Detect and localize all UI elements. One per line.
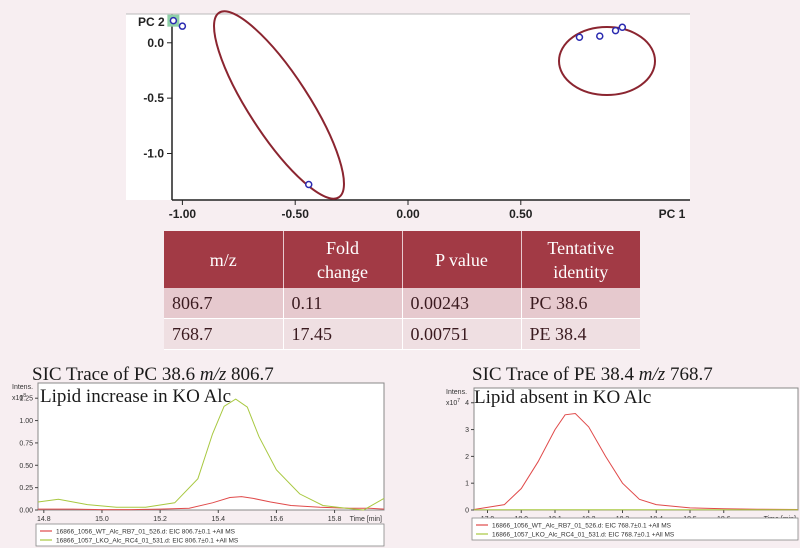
sic-y-tick-label: 1 xyxy=(465,481,469,488)
cell-identity: PE 38.4 xyxy=(521,318,640,350)
sic-y-tick-label: 1.00 xyxy=(19,418,33,425)
header-fold-change: Fold change xyxy=(283,231,403,288)
pca-point xyxy=(304,180,313,189)
sic-y-tick-label: 0.25 xyxy=(19,485,33,492)
sic-series-line xyxy=(38,496,385,511)
sic-legend-box xyxy=(35,523,385,547)
sic1-title-value: 806.7 xyxy=(226,364,274,385)
sic1-chart: Intens. x108 0.00 0.25 0.50 0.75 1.00 1.25 14.8 1… xyxy=(12,382,385,547)
pca-group1-ellipse xyxy=(213,10,345,200)
sic-y-exponent-power: 8 xyxy=(23,393,26,399)
sic2-title-value: 768.7 xyxy=(665,364,713,385)
cell-identity: PC 38.6 xyxy=(521,288,640,319)
pca-point xyxy=(611,26,620,35)
header-tentative-identity: Tentative identity xyxy=(521,231,640,288)
sic-legend-entry: 16866_1057_LKO_Alc_RC4_01_531.d: EIC 768… xyxy=(492,532,675,539)
pca-y-axis-label: PC 2 xyxy=(138,15,165,29)
sic-x-tick-label: 15.2 xyxy=(153,516,167,523)
sic-y-axis-label: Intens. xyxy=(12,384,33,391)
sic-x-tick-label: 15.6 xyxy=(270,516,284,523)
pca-points xyxy=(167,14,627,189)
pca-x-tick-label: 0.00 xyxy=(396,207,420,221)
pca-x-axis-label: PC 1 xyxy=(659,207,686,221)
sic-plot-frame xyxy=(37,382,385,511)
sic-y-tick-label: 3 xyxy=(465,427,469,434)
table-header-row: m/z Fold change P value Tentative identity xyxy=(164,231,640,288)
sic-legend-entry: 16866_1057_LKO_Alc_RC4_01_531.d: EIC 806… xyxy=(56,538,239,545)
sic-y-exponent: x108 xyxy=(12,393,26,402)
sic-x-tick-label: 15.8 xyxy=(328,516,342,523)
sic-y-tick-label: 0.50 xyxy=(19,463,33,470)
pca-point xyxy=(575,33,584,41)
header-identity-line1: Tentative xyxy=(547,237,615,258)
cell-p-value: 0.00751 xyxy=(402,318,522,350)
sic2-title: SIC Trace of PE 38.4 m/z 768.7 xyxy=(472,364,713,386)
header-fold-line1: Fold xyxy=(325,237,359,258)
sic-legend: 16866_1056_WT_Alc_RB7_01_526.d: EIC 768.… xyxy=(471,517,799,541)
sic-y-exponent-base: x10 xyxy=(446,400,457,407)
sic-x-tick-label: 15.4 xyxy=(211,516,225,523)
sic-series-line xyxy=(473,412,799,510)
lipid-table: m/z Fold change P value Tentative identity… xyxy=(164,231,640,350)
pca-x-tick-label: -0.50 xyxy=(282,207,310,221)
pca-point xyxy=(178,22,187,30)
cell-mz: 806.7 xyxy=(164,288,284,319)
pca-frame xyxy=(126,14,690,200)
sic-x-tick-label: 14.8 xyxy=(37,516,51,523)
pca-y-tick-label: -1.0 xyxy=(143,147,164,161)
sic1-title-mz: m/z xyxy=(199,364,227,385)
header-fold-line2: change xyxy=(317,261,368,282)
pca-axes xyxy=(126,13,690,201)
sic-x-axis-label: Time [min] xyxy=(350,516,382,523)
sic-legend-entry: 16866_1056_WT_Alc_RB7_01_526.d: EIC 806.… xyxy=(56,529,236,536)
table-row: 768.7 17.45 0.00751 PE 38.4 xyxy=(164,318,640,350)
sic-legend-entry: 16866_1056_WT_Alc_RB7_01_526.d: EIC 768.… xyxy=(492,523,672,530)
sic2-title-mz: m/z xyxy=(638,364,666,385)
pca-x-tick-label: -1.00 xyxy=(169,207,197,221)
pca-score-plot: -1.00 -0.50 0.00 0.50 0.0 -0.5 -1.0 PC 1 PC 2 xyxy=(0,0,800,230)
sic1-title: SIC Trace of PC 38.6 m/z 806.7 xyxy=(32,364,274,386)
pca-group-ellipses xyxy=(213,10,656,200)
sic-legend: 16866_1056_WT_Alc_RB7_01_526.d: EIC 806.… xyxy=(35,523,385,547)
sic-y-exponent-base: x10 xyxy=(12,395,23,402)
sic-y-axis-label: Intens. xyxy=(446,389,467,396)
header-mz-text: m/z xyxy=(209,249,237,270)
sic2-title-text: SIC Trace of PE 38.4 xyxy=(472,364,639,385)
header-mz: m/z xyxy=(164,231,284,288)
sic1-subtitle: Lipid increase in KO Alc xyxy=(40,386,232,407)
sic-y-tick-label: 2 xyxy=(465,454,469,461)
sic-x-tick-label: 15.0 xyxy=(95,516,109,523)
pca-y-tick-label: -0.5 xyxy=(143,91,164,105)
header-identity-line2: identity xyxy=(553,261,609,282)
sic-y-tick-label: 0 xyxy=(465,508,469,515)
cell-p-value: 0.00243 xyxy=(402,288,522,319)
sic-y-tick-label: 0.00 xyxy=(19,508,33,515)
sic-y-tick-label: 0.75 xyxy=(19,440,33,447)
sic2-subtitle: Lipid absent in KO Alc xyxy=(474,387,652,408)
sic1-title-text: SIC Trace of PC 38.6 xyxy=(32,364,200,385)
sic-y-tick-label: 4 xyxy=(465,400,469,407)
pca-group2-ellipse xyxy=(558,26,656,96)
header-pvalue-text: P value xyxy=(435,249,488,270)
sic-legend-box xyxy=(471,517,799,541)
pca-y-tick-label: 0.0 xyxy=(147,36,164,50)
sic-y-exponent-power: 7 xyxy=(457,398,460,404)
sic-y-tick-label: 1.25 xyxy=(19,396,33,403)
sic-plot-frame xyxy=(473,387,799,511)
pca-x-tick-label: 0.50 xyxy=(509,207,533,221)
pca-point xyxy=(618,23,627,32)
sic2-chart: Intens.x1070123417.918.018.118.218.318.4… xyxy=(446,387,799,541)
cell-fold-change: 0.11 xyxy=(283,288,403,319)
sic-series-line xyxy=(37,398,385,511)
table-row: 806.7 0.11 0.00243 PC 38.6 xyxy=(164,288,640,319)
pca-point xyxy=(596,32,604,40)
sic-y-exponent: x107 xyxy=(446,398,460,407)
header-p-value: P value xyxy=(402,231,522,288)
cell-mz: 768.7 xyxy=(164,318,284,350)
cell-fold-change: 17.45 xyxy=(283,318,403,350)
pca-point xyxy=(169,16,178,25)
pca-tick-labels: -1.00 -0.50 0.00 0.50 0.0 -0.5 -1.0 PC 1 PC 2 xyxy=(138,15,686,221)
